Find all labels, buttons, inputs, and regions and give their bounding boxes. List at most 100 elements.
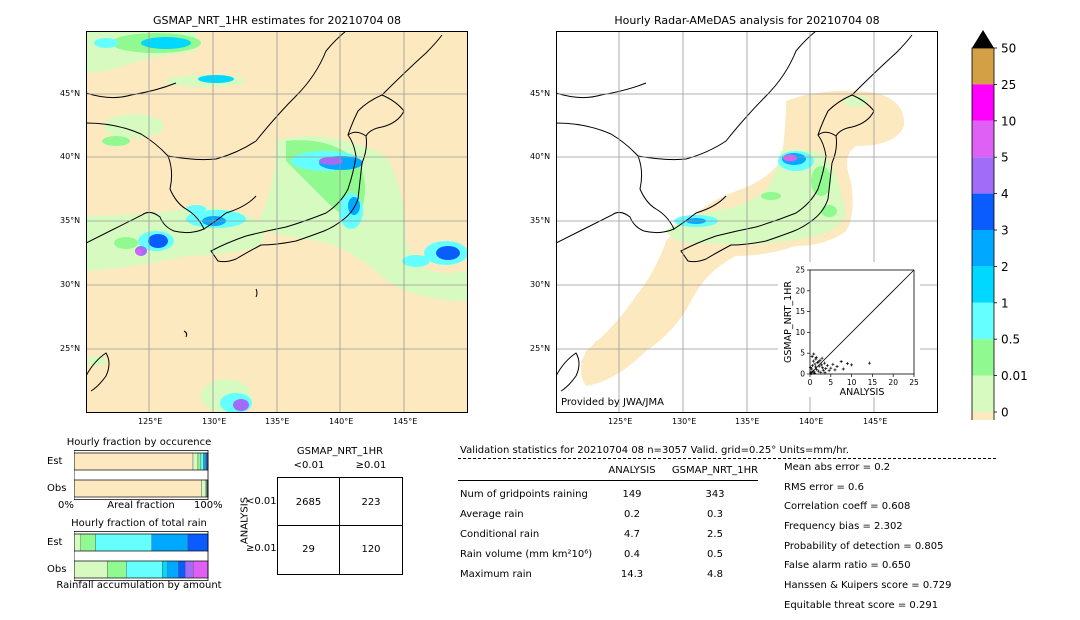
scatter-y-tick-label: 20 — [795, 286, 805, 295]
scatter-x-tick-label: 20 — [888, 378, 898, 387]
scatter-x-tick-label: 25 — [909, 378, 919, 387]
occurrence-label-obs: Obs — [47, 483, 66, 494]
occurrence-segment — [201, 480, 205, 497]
occurrence-tick-100: 100% — [194, 500, 223, 511]
total-rain-segment — [179, 561, 186, 578]
colorbar-tick-label: 0 — [1001, 406, 1009, 420]
total-rain-segment — [126, 561, 162, 578]
contingency-row-header: <0.01 — [246, 496, 277, 507]
validation-row-analysis: 149 — [602, 489, 662, 500]
total-rain-segment — [162, 561, 167, 578]
right-lat-label: 30°N — [530, 280, 550, 289]
right-lon-label: 130°E — [672, 417, 696, 426]
validation-row: Num of gridpoints raining 149 343 — [460, 489, 760, 505]
occurrence-segment — [193, 453, 198, 470]
score-pod: Probability of detection = 0.805 — [784, 541, 951, 561]
scatter-y-tick-label: 5 — [800, 349, 805, 358]
scatter-x-tick-label: 15 — [868, 378, 878, 387]
validation-row-gsmap: 343 — [668, 489, 762, 500]
contingency-cell: 120 — [340, 544, 402, 555]
left-lat-label: 35°N — [60, 216, 80, 225]
occurrence-bars — [74, 450, 210, 500]
occurrence-segment — [201, 453, 203, 470]
total-rain-segment — [188, 534, 208, 551]
colorbar-segment — [972, 84, 994, 120]
right-lat-label: 25°N — [530, 344, 550, 353]
total-rain-label-obs: Obs — [47, 564, 66, 575]
left-lat-label: 30°N — [60, 280, 80, 289]
total-rain-label-est: Est — [47, 537, 62, 548]
validation-row-analysis: 4.7 — [602, 529, 662, 540]
score-ets: Equitable threat score = 0.291 — [784, 600, 951, 620]
validation-row-label: Average rain — [460, 509, 524, 520]
colorbar-tick-label: 4 — [1001, 187, 1009, 201]
occurrence-segment — [198, 453, 201, 470]
occurrence-tick-0: 0% — [58, 500, 74, 511]
score-rms: RMS error = 0.6 — [784, 482, 951, 502]
colorbar-tick-label: 25 — [1001, 78, 1016, 92]
colorbar-tick-label: 3 — [1001, 224, 1009, 238]
total-rain-segment — [95, 534, 151, 551]
validation-row-label: Num of gridpoints raining — [460, 489, 588, 500]
left-map-title: GSMAP_NRT_1HR estimates for 20210704 08 — [86, 14, 468, 27]
occurrence-segment — [74, 453, 193, 470]
left-lat-label: 25°N — [60, 344, 80, 353]
colorbar-segment — [972, 339, 994, 375]
validation-row-label: Conditional rain — [460, 529, 539, 540]
left-lat-label: 40°N — [60, 152, 80, 161]
scatter-y-tick-label: 10 — [795, 328, 805, 337]
colorbar-tick-label: 5 — [1001, 151, 1009, 165]
scatter-y-tick-label: 25 — [795, 266, 805, 275]
score-hk: Hanssen & Kuipers score = 0.729 — [784, 580, 951, 600]
validation-scores: Mean abs error = 0.2 RMS error = 0.6 Cor… — [784, 462, 951, 620]
colorbar-tick-label: 1 — [1001, 296, 1009, 310]
total-rain-title: Hourly fraction of total rain — [44, 518, 234, 529]
colorbar-tick-label: 10 — [1001, 114, 1016, 128]
scatter-ylabel: GSMAP_NRT_1HR — [783, 281, 794, 363]
validation-col-gsmap: GSMAP_NRT_1HR — [668, 465, 762, 476]
score-far: False alarm ratio = 0.650 — [784, 560, 951, 580]
occurrence-label-est: Est — [47, 456, 62, 467]
left-lon-label: 130°E — [202, 417, 226, 426]
colorbar-segment — [972, 376, 994, 412]
validation-row-analysis: 0.2 — [602, 509, 662, 520]
colorbar-segment — [972, 230, 994, 266]
total-rain-segment — [185, 561, 193, 578]
right-lat-label: 35°N — [530, 216, 550, 225]
validation-row: Average rain 0.2 0.3 — [460, 509, 760, 525]
left-lon-label: 140°E — [329, 417, 353, 426]
colorbar-segment — [972, 266, 994, 302]
total-rain-xlabel: Rainfall accumulation by amount — [44, 580, 234, 591]
validation-row-label: Maximum rain — [460, 569, 532, 580]
occurrence-title: Hourly fraction by occurence — [44, 437, 234, 448]
scatter-x-tick-label: 0 — [808, 378, 813, 387]
scatter-xlabel: ANALYSIS — [840, 387, 885, 397]
total-rain-segment — [193, 561, 208, 578]
validation-row-analysis: 0.4 — [602, 549, 662, 560]
contingency-col-header: <0.01 — [278, 460, 340, 471]
score-freq-bias: Frequency bias = 2.302 — [784, 521, 951, 541]
validation-row-gsmap: 0.3 — [668, 509, 762, 520]
scatter-x-tick-label: 10 — [847, 378, 857, 387]
right-lon-label: 145°E — [863, 417, 887, 426]
colorbar-segment — [972, 121, 994, 157]
colorbar-tick-label: 0.5 — [1001, 333, 1020, 347]
left-lat-label: 45°N — [60, 89, 80, 98]
validation-divider — [458, 458, 996, 459]
left-map — [86, 31, 468, 413]
occurrence-xlabel: Areal fraction — [74, 500, 208, 511]
left-lon-label: 125°E — [138, 417, 162, 426]
contingency-row-header: ≥0.01 — [246, 543, 277, 554]
left-lon-label: 145°E — [393, 417, 417, 426]
contingency-cell: 29 — [278, 544, 339, 555]
right-lon-label: 125°E — [608, 417, 632, 426]
colorbar-extend-arrow — [972, 30, 994, 48]
right-lat-label: 45°N — [530, 89, 550, 98]
total-rain-bars — [74, 531, 210, 581]
colorbar-segment — [972, 303, 994, 339]
occurrence-segment — [74, 480, 201, 497]
